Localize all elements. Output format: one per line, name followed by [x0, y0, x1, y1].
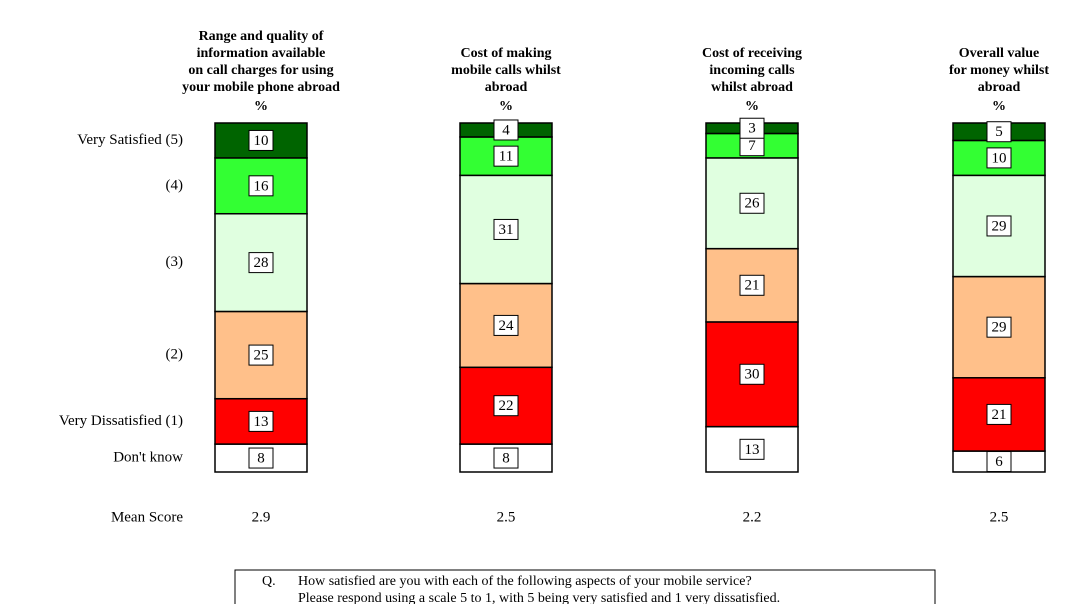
unit-label: %: [745, 99, 759, 114]
column-title: Overall value for money whilst abroad: [948, 46, 1050, 95]
unit-label: %: [992, 99, 1006, 114]
mean-score: 2.5: [990, 509, 1009, 525]
mean-score: 2.5: [497, 509, 516, 525]
column-title: Cost of receiving incoming calls whilst …: [701, 46, 803, 95]
series-label: Very Satisfied (5): [77, 132, 183, 148]
value-label: 8: [502, 450, 510, 466]
value-label: 26: [745, 196, 761, 212]
value-label: 30: [745, 367, 760, 383]
value-label: 3: [748, 121, 756, 137]
value-label-box: [986, 451, 1012, 473]
question-line: Please respond using a scale 5 to 1, wit…: [298, 591, 780, 604]
value-label: 21: [992, 407, 1007, 423]
value-label-box: [739, 117, 765, 139]
series-label: Don't know: [113, 449, 183, 465]
value-label: 7: [748, 138, 756, 154]
value-label: 21: [745, 278, 760, 294]
value-label-box: [986, 403, 1012, 425]
value-label: 13: [254, 414, 269, 430]
value-label-box: [739, 192, 765, 214]
value-label-box: [248, 410, 274, 432]
value-label-box: [986, 215, 1012, 237]
value-label: 25: [254, 348, 269, 364]
mean-score: 2.2: [743, 509, 762, 525]
column-title: Range and quality of information availab…: [182, 29, 340, 95]
series-label: Very Dissatisfied (1): [59, 413, 183, 429]
mean-label: Mean Score: [111, 509, 183, 525]
value-label-box: [493, 314, 519, 336]
value-label-box: [248, 175, 274, 197]
value-label: 6: [995, 454, 1003, 470]
series-label: (3): [166, 254, 184, 270]
value-label-box: [493, 218, 519, 240]
value-label-box: [248, 129, 274, 151]
value-label: 8: [257, 450, 265, 466]
value-label-box: [739, 363, 765, 385]
value-label: 11: [499, 149, 513, 165]
value-label-box: [493, 447, 519, 469]
value-label: 29: [992, 320, 1007, 336]
value-label-box: [739, 274, 765, 296]
value-label-box: [248, 447, 274, 469]
value-label: 22: [499, 398, 514, 414]
value-label-box: [986, 316, 1012, 338]
mean-score: 2.9: [252, 509, 271, 525]
question-prefix: Q.: [262, 574, 276, 589]
value-label: 10: [992, 150, 1007, 166]
value-label: 24: [499, 318, 515, 334]
value-label: 28: [254, 255, 269, 271]
unit-label: %: [499, 99, 513, 114]
series-label: (2): [166, 347, 184, 363]
value-label: 5: [995, 124, 1003, 140]
question-box: [234, 569, 936, 604]
value-label-box: [739, 438, 765, 460]
question-line: How satisfied are you with each of the f…: [298, 574, 752, 589]
unit-label: %: [254, 99, 268, 114]
value-label: 29: [992, 218, 1007, 234]
value-label-box: [493, 395, 519, 417]
column-title: Cost of making mobile calls whilst abroa…: [451, 46, 561, 95]
value-label: 13: [745, 442, 760, 458]
value-label-box: [248, 344, 274, 366]
value-label-box: [986, 147, 1012, 169]
value-label-box: [493, 145, 519, 167]
series-label: (4): [166, 177, 184, 193]
value-label-box: [986, 121, 1012, 143]
value-label: 16: [254, 178, 270, 194]
value-label: 10: [254, 133, 269, 149]
value-label: 31: [499, 222, 514, 238]
value-label: 4: [502, 122, 510, 138]
bar-segment: [705, 247, 799, 323]
value-label-box: [248, 252, 274, 274]
value-label-box: [493, 119, 519, 141]
